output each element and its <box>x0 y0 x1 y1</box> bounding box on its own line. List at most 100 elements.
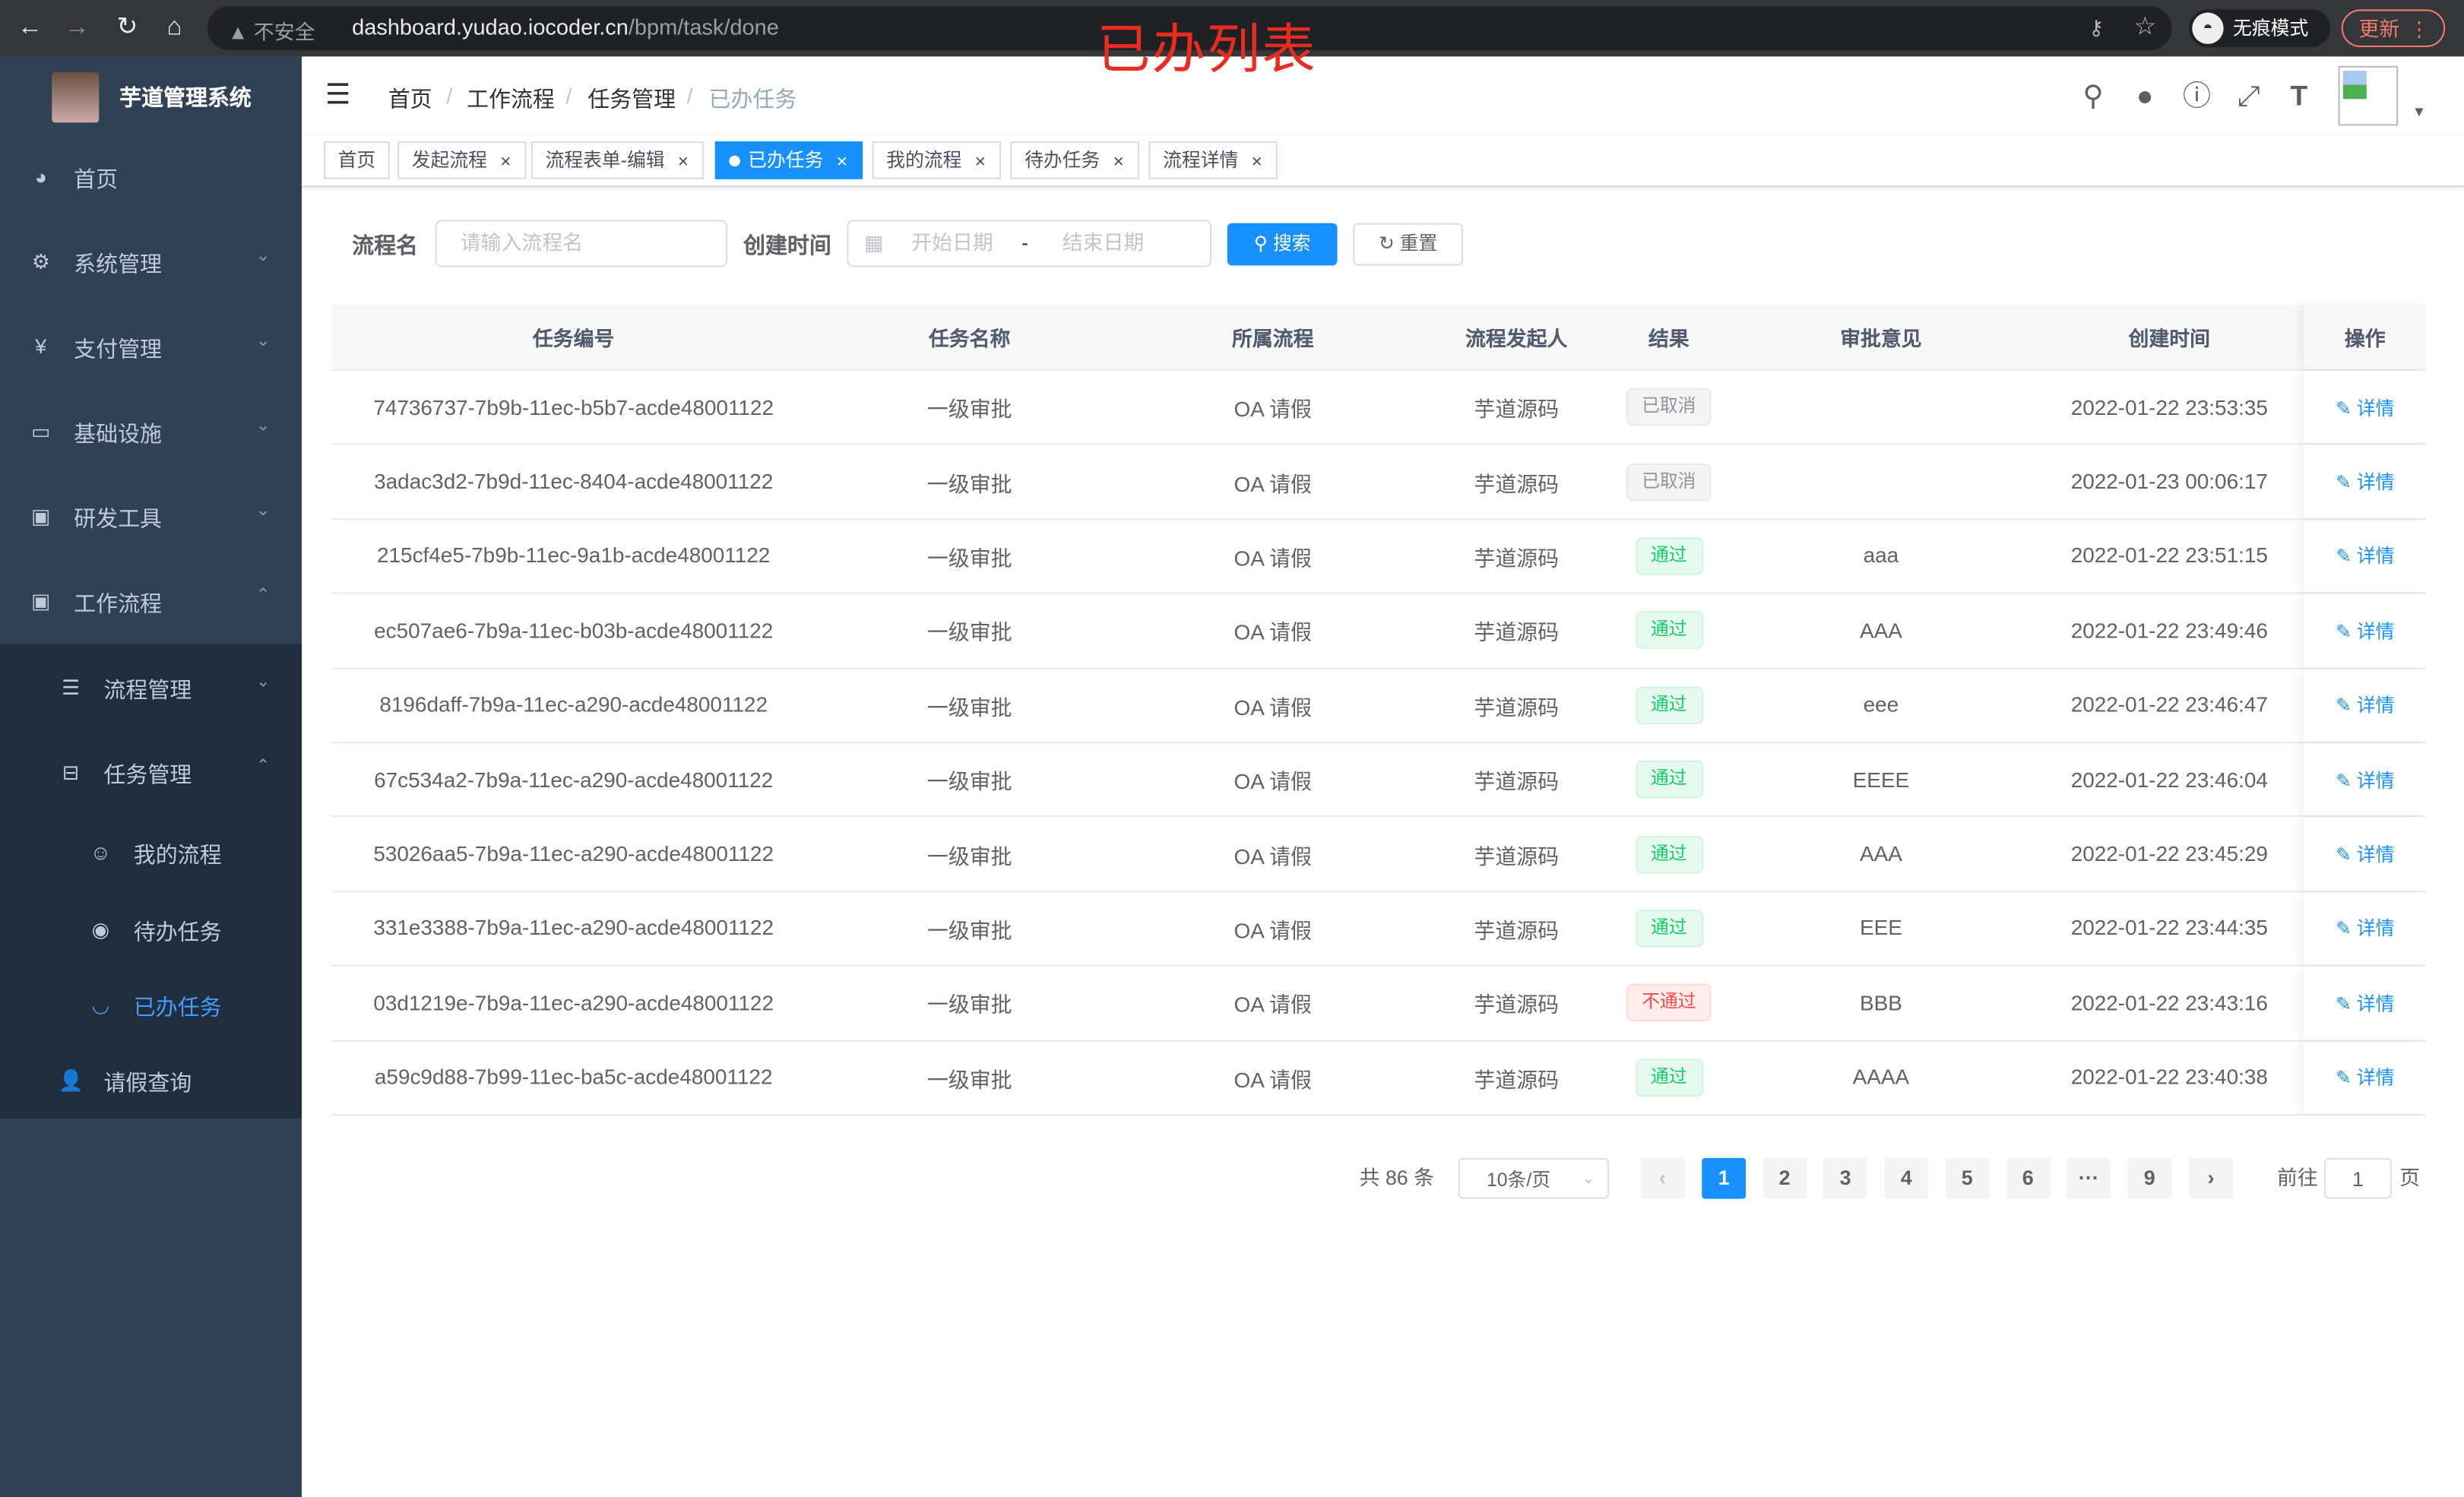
hamburger-icon[interactable]: ☰ <box>325 78 351 110</box>
sidebar-item-8[interactable]: ☺ 我的流程 <box>0 814 302 892</box>
sidebar-item-label: 任务管理 <box>103 761 192 787</box>
search-button[interactable]: ⚲ 搜索 <box>1227 223 1338 266</box>
sidebar-item-11[interactable]: 👤 请假查询 <box>0 1042 302 1120</box>
github-icon[interactable]: ● <box>2136 80 2154 112</box>
chevron-down-icon: ⌄ <box>255 331 271 351</box>
action-cell: ✎ 详情 <box>2304 1040 2427 1114</box>
breadcrumb-item[interactable]: 工作流程 <box>467 86 555 112</box>
tag-6[interactable]: 流程详情 ✕ <box>1148 141 1278 179</box>
close-icon[interactable]: ✕ <box>1112 153 1125 170</box>
reset-button[interactable]: ↻ 重置 <box>1353 223 1463 266</box>
detail-link[interactable]: ✎ 详情 <box>2336 766 2394 793</box>
detail-link[interactable]: ✎ 详情 <box>2336 840 2394 867</box>
sidebar-item-10[interactable]: ◡ 已办任务 <box>0 967 302 1045</box>
date-range-picker[interactable]: ▦ 开始日期 - 结束日期 <box>847 220 1212 267</box>
goto-label: 前往 <box>2276 1166 2318 1190</box>
task-id: a59c9d88-7b99-11ec-ba5c-acde48001122 <box>374 1065 773 1090</box>
address-bar[interactable] <box>207 6 2172 51</box>
column-header: 任务编号 <box>532 327 615 351</box>
goto-page-input[interactable]: 1 <box>2323 1157 2392 1199</box>
sidebar-item-3[interactable]: ▭ 基础设施 ⌄ <box>0 393 302 471</box>
sidebar-item-5[interactable]: ▣ 工作流程 ⌃ <box>0 562 302 641</box>
sidebar-item-label: 我的流程 <box>133 842 222 868</box>
page-button[interactable]: ··· <box>2067 1157 2111 1199</box>
update-button[interactable]: 更新 ⋮ <box>2341 9 2446 48</box>
page-button[interactable]: 9 <box>2127 1157 2172 1199</box>
start-date-input[interactable]: 开始日期 <box>911 230 993 255</box>
tag-2[interactable]: 流程表单-编辑 ✕ <box>530 141 704 179</box>
page-button[interactable]: 4 <box>1884 1157 1929 1199</box>
next-page-button[interactable]: › <box>2189 1157 2234 1199</box>
tag-4[interactable]: 我的流程 ✕ <box>872 141 1001 179</box>
detail-link[interactable]: ✎ 详情 <box>2336 915 2394 942</box>
action-cell: ✎ 详情 <box>2304 593 2427 667</box>
sidebar-item-6[interactable]: ☰ 流程管理 ⌄ <box>0 649 302 727</box>
close-icon[interactable]: ✕ <box>499 153 512 170</box>
forward-icon[interactable]: → <box>64 14 90 41</box>
close-icon[interactable]: ✕ <box>677 153 689 170</box>
home-icon[interactable]: ⌂ <box>166 14 182 41</box>
caret-down-icon[interactable]: ▼ <box>2412 103 2427 120</box>
task-id: 53026aa5-7b9a-11ec-a290-acde48001122 <box>373 842 774 866</box>
tag-0[interactable]: 首页 <box>323 141 390 179</box>
breadcrumb-item[interactable]: 任务管理 <box>587 86 676 112</box>
font-size-icon[interactable]: T <box>2290 80 2308 112</box>
detail-link[interactable]: ✎ 详情 <box>2336 543 2394 569</box>
detail-link[interactable]: ✎ 详情 <box>2336 1064 2394 1090</box>
tag-1[interactable]: 发起流程 ✕ <box>397 141 526 179</box>
breadcrumb-item[interactable]: 首页 <box>388 86 432 112</box>
url-text[interactable]: dashboard.yudao.iocoder.cn/bpm/task/done <box>352 14 779 40</box>
prev-page-button[interactable]: ‹ <box>1640 1157 1685 1199</box>
help-icon[interactable]: ⓘ <box>2182 80 2212 112</box>
process-name: OA 请假 <box>1234 472 1312 496</box>
column-header: 流程发起人 <box>1465 327 1568 351</box>
reload-icon[interactable]: ↻ <box>116 14 138 41</box>
detail-link[interactable]: ✎ 详情 <box>2336 989 2394 1016</box>
sidebar-item-0[interactable]: ◕ 首页 <box>0 138 302 217</box>
close-icon[interactable]: ✕ <box>974 153 987 170</box>
sidebar-item-4[interactable]: ▣ 研发工具 ⌄ <box>0 478 302 556</box>
page-button[interactable]: 3 <box>1823 1157 1868 1199</box>
page-size-select[interactable]: 10条/页 ⌄ <box>1458 1157 1610 1199</box>
search-icon[interactable]: ⚲ <box>2082 80 2104 112</box>
dashboard-icon: ◕ <box>34 165 47 189</box>
incognito-icon: ◓ <box>2192 12 2224 44</box>
close-icon[interactable]: ✕ <box>1250 153 1263 170</box>
detail-link[interactable]: ✎ 详情 <box>2336 394 2394 420</box>
result-tag: 通过 <box>1635 1058 1703 1097</box>
task-id: 3adac3d2-7b9d-11ec-8404-acde48001122 <box>374 470 774 494</box>
insecure-indicator[interactable]: ▲ 不安全 <box>228 16 315 46</box>
star-icon[interactable]: ☆ <box>2133 14 2157 41</box>
detail-link[interactable]: ✎ 详情 <box>2336 692 2394 718</box>
result-tag: 通过 <box>1635 909 1703 948</box>
page-button[interactable]: 6 <box>2006 1157 2051 1199</box>
page-button[interactable]: 5 <box>1945 1157 1990 1199</box>
tag-5[interactable]: 待办任务 ✕ <box>1010 141 1139 179</box>
sidebar-item-2[interactable]: ¥ 支付管理 ⌄ <box>0 308 302 386</box>
close-icon[interactable]: ✕ <box>835 153 848 170</box>
total-count: 共 86 条 <box>1359 1166 1435 1190</box>
sidebar-item-9[interactable]: ◉ 待办任务 <box>0 891 302 969</box>
key-icon[interactable]: ⚷ <box>2089 15 2105 40</box>
detail-link[interactable]: ✎ 详情 <box>2336 468 2394 495</box>
browser-toolbar: ← → ↻ ⌂ ▲ 不安全 dashboard.yudao.iocoder.cn… <box>0 0 2464 57</box>
table-row: 53026aa5-7b9a-11ec-a290-acde48001122 一级审… <box>331 817 2427 892</box>
fullscreen-icon[interactable]: ⤢ <box>2237 80 2260 112</box>
detail-label: 详情 <box>2356 1067 2395 1090</box>
avatar[interactable] <box>2338 65 2399 126</box>
tag-3[interactable]: 已办任务 ✕ <box>714 141 863 179</box>
task-name: 一级审批 <box>926 397 1012 422</box>
back-icon[interactable]: ← <box>17 14 43 41</box>
sidebar-item-7[interactable]: ⊟ 任务管理 ⌃ <box>0 734 302 812</box>
process-name-input[interactable]: 请输入流程名 <box>435 220 728 267</box>
detail-link[interactable]: ✎ 详情 <box>2336 617 2394 644</box>
page-button[interactable]: 2 <box>1762 1157 1807 1199</box>
task-id: 03d1219e-7b9a-11ec-a290-acde48001122 <box>373 991 774 1015</box>
page-button[interactable]: 1 <box>1702 1157 1747 1199</box>
end-date-input[interactable]: 结束日期 <box>1062 230 1145 255</box>
table-row: 74736737-7b9b-11ec-b5b7-acde48001122 一级审… <box>331 370 2427 445</box>
sidebar-item-1[interactable]: ⚙ 系统管理 ⌄ <box>0 223 302 302</box>
table-row: 8196daff-7b9a-11ec-a290-acde48001122 一级审… <box>331 668 2427 743</box>
incognito-badge[interactable]: ◓ 无痕模式 <box>2189 9 2331 48</box>
